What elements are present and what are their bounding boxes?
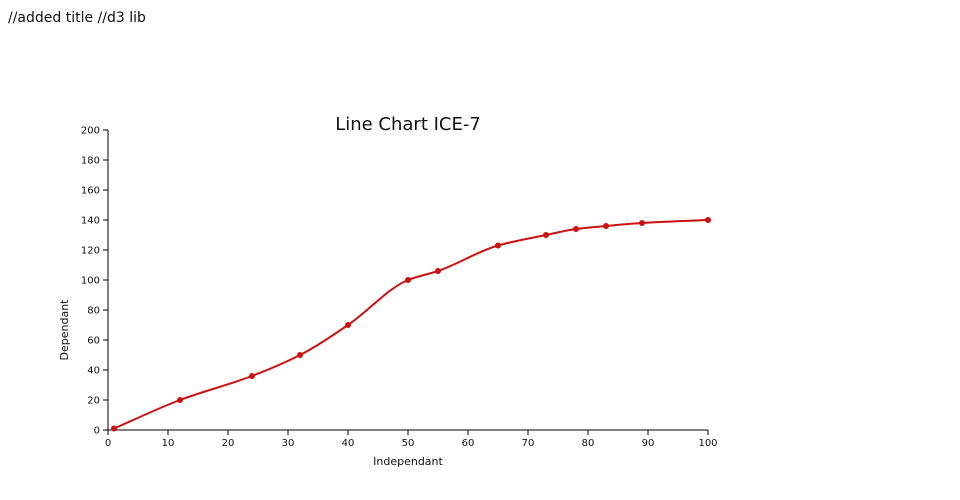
y-tick-label: 100: [81, 276, 100, 287]
x-tick-label: 20: [222, 438, 235, 449]
x-tick-label: 30: [282, 438, 295, 449]
data-point: [543, 232, 549, 238]
y-tick-label: 120: [81, 246, 100, 257]
x-tick-label: 50: [402, 438, 415, 449]
x-axis-ticks: 0 10 20 30 40 50 60 70 80 90 100: [105, 430, 718, 449]
y-tick-label: 0: [94, 426, 100, 437]
data-points: [111, 217, 711, 432]
y-tick-label: 200: [81, 126, 100, 137]
x-tick-label: 0: [105, 438, 111, 449]
data-point: [405, 277, 411, 283]
x-tick-label: 10: [162, 438, 175, 449]
x-tick-label: 70: [522, 438, 535, 449]
data-point: [345, 322, 351, 328]
y-tick-label: 20: [87, 396, 100, 407]
x-axis-label: Independant: [373, 455, 443, 468]
x-tick-label: 100: [698, 438, 717, 449]
data-point: [435, 268, 441, 274]
data-point: [249, 373, 255, 379]
x-tick-label: 80: [582, 438, 595, 449]
data-point: [603, 223, 609, 229]
data-point: [111, 425, 117, 432]
y-tick-label: 80: [87, 306, 100, 317]
y-axis-ticks: 0 20 40 60 80 100 120 140 160 180 200: [81, 126, 108, 437]
y-tick-label: 60: [87, 336, 100, 347]
x-tick-label: 60: [462, 438, 475, 449]
series-line: [113, 219, 709, 430]
y-tick-label: 180: [81, 156, 100, 167]
x-tick-label: 90: [642, 438, 655, 449]
data-point: [495, 242, 501, 249]
y-tick-label: 140: [81, 216, 100, 227]
y-tick-label: 40: [87, 366, 100, 377]
chart-axes: 0 10 20 30 40 50 60 70 80 90 100 0 20 40 60 80 100 120 14…: [81, 126, 718, 450]
data-point: [297, 352, 303, 358]
page-note: //added title //d3 lib: [8, 10, 146, 26]
y-tick-label: 160: [81, 186, 100, 197]
chart-title: Line Chart ICE-7: [335, 114, 481, 135]
data-point: [177, 397, 183, 403]
x-tick-label: 40: [342, 438, 355, 449]
data-point: [573, 226, 579, 232]
data-point: [705, 217, 711, 223]
data-point: [639, 220, 645, 226]
y-axis-label: Dependant: [58, 299, 71, 361]
